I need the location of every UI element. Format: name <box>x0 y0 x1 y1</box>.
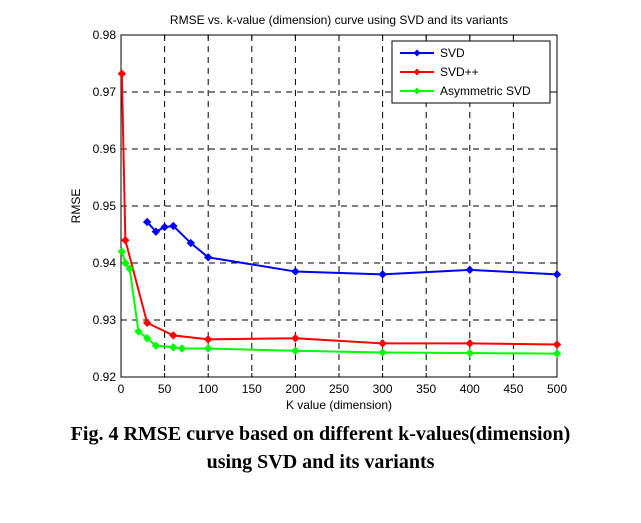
data-point <box>552 340 562 349</box>
data-point <box>134 327 143 336</box>
legend-item-svdplusplus: SVD++ <box>400 65 479 79</box>
series-svd <box>142 217 562 279</box>
data-point <box>125 264 134 273</box>
data-point <box>203 253 213 262</box>
data-point <box>552 270 562 279</box>
series-line-svd <box>146 221 558 276</box>
y-tick-label: 0.94 <box>93 256 117 270</box>
legend: SVD SVD++ Asymmetric SVD <box>391 40 551 104</box>
legend-label: SVD++ <box>440 65 479 79</box>
rmse-chart: RMSE vs. k-value (dimension) curve using… <box>69 13 568 412</box>
x-tick-label: 400 <box>460 382 480 396</box>
x-tick-label: 450 <box>503 382 523 396</box>
data-point <box>465 339 475 348</box>
data-point <box>142 318 152 328</box>
x-tick-label: 300 <box>373 382 393 396</box>
data-point <box>378 270 387 279</box>
chart-title: RMSE vs. k-value (dimension) curve using… <box>170 13 508 27</box>
y-tick-label: 0.92 <box>93 370 117 384</box>
x-tick-label: 250 <box>329 382 349 396</box>
y-tick-label: 0.95 <box>93 199 117 213</box>
caption-line-1: Fig. 4 RMSE curve based on different k-v… <box>70 423 571 445</box>
data-point <box>291 334 300 343</box>
legend-swatch-marker <box>413 68 421 76</box>
x-tick-label: 150 <box>242 382 262 396</box>
caption-line-2: using SVD and its variants <box>206 451 435 473</box>
data-point <box>151 227 161 236</box>
x-axis-label: K value (dimension) <box>286 398 392 412</box>
data-point <box>169 343 178 352</box>
y-tick-label: 0.97 <box>93 85 117 99</box>
x-tick-label: 350 <box>416 382 436 396</box>
y-tick-label: 0.96 <box>93 142 117 156</box>
y-axis-label: RMSE <box>69 189 83 224</box>
legend-swatch-marker <box>413 49 421 57</box>
legend-label: SVD <box>440 46 465 60</box>
y-tick-label: 0.98 <box>93 28 117 42</box>
x-tick-label: 200 <box>285 382 305 396</box>
figure-caption: Fig. 4 RMSE curve based on different k-v… <box>0 420 641 476</box>
data-point <box>169 221 178 231</box>
series-asymmetric-svd <box>117 247 562 358</box>
data-point <box>142 217 152 227</box>
x-tick-label: 0 <box>118 382 125 396</box>
data-point <box>151 341 161 350</box>
legend-item-svd: SVD <box>400 46 465 60</box>
data-point <box>552 349 562 358</box>
data-point <box>203 344 213 353</box>
x-tick-label: 50 <box>158 382 172 396</box>
legend-swatch-marker <box>413 87 421 95</box>
data-point <box>465 348 475 358</box>
data-point <box>121 258 130 268</box>
series-group <box>117 69 562 358</box>
legend-item-asymmetric-svd: Asymmetric SVD <box>400 84 531 98</box>
data-point <box>117 247 127 256</box>
data-point <box>203 335 213 344</box>
data-point <box>121 235 130 245</box>
data-point <box>291 267 300 276</box>
data-point <box>465 265 475 275</box>
x-tick-label: 500 <box>547 382 567 396</box>
data-point <box>186 238 195 248</box>
data-point <box>142 334 152 343</box>
data-point <box>169 331 178 340</box>
data-point <box>177 344 187 353</box>
legend-label: Asymmetric SVD <box>440 84 531 98</box>
data-point <box>160 222 169 232</box>
y-tick-label: 0.93 <box>93 313 117 327</box>
data-point <box>117 69 127 78</box>
x-tick-labels: 0 50 100 150 200 250 300 350 400 450 500 <box>118 382 568 396</box>
data-point <box>378 348 387 357</box>
x-tick-label: 100 <box>198 382 218 396</box>
data-point <box>378 339 387 348</box>
y-tick-labels: 0.92 0.93 0.94 0.95 0.96 0.97 0.98 <box>93 28 117 384</box>
data-point <box>291 346 300 355</box>
